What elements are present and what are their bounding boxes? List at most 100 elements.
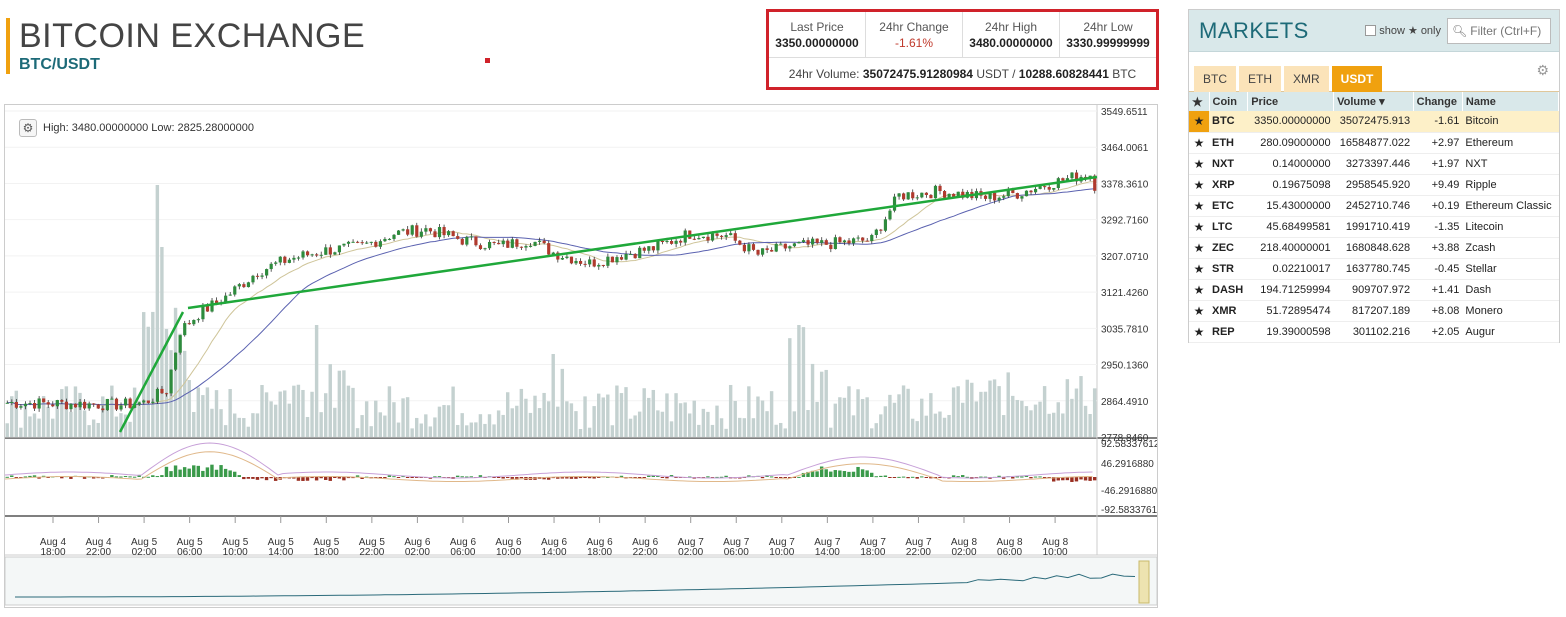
navigator-handle (1138, 560, 1150, 604)
volume-bar (647, 397, 651, 437)
market-row-zec[interactable]: ★ ZEC 218.40000001 1680848.628 +3.88 Zcash (1189, 237, 1559, 259)
time-tick-date: Aug 6 (632, 537, 659, 548)
chart-settings-gear-icon[interactable]: ⚙ (19, 119, 37, 137)
candle-body (32, 403, 37, 409)
macd-histogram-bar (187, 468, 191, 477)
volume-bar (556, 406, 560, 437)
col-name[interactable]: Name (1462, 92, 1560, 111)
volume-bar (756, 396, 760, 437)
candle-body (1043, 186, 1047, 188)
candle-body (606, 256, 610, 266)
macd-histogram-bar (560, 477, 565, 479)
price-cell: 194.71259994 (1247, 279, 1334, 301)
col-volume[interactable]: Volume ▾ (1333, 92, 1414, 111)
favorite-star-icon[interactable]: ★ (1189, 258, 1209, 280)
tab-usdt[interactable]: USDT (1331, 66, 1383, 92)
volume-bar (501, 414, 505, 437)
market-row-dash[interactable]: ★ DASH 194.71259994 909707.972 +1.41 Dash (1189, 279, 1559, 301)
candle-body (988, 192, 992, 199)
macd-signal-line (5, 451, 1093, 482)
volume-bar (178, 333, 182, 437)
macd-histogram-bar (569, 477, 574, 479)
market-row-str[interactable]: ★ STR 0.02210017 1637780.745 -0.45 Stellar (1189, 258, 1559, 280)
volume-cell: 909707.972 (1333, 279, 1414, 301)
candle-body (305, 251, 310, 256)
candle-body (46, 402, 50, 405)
favorite-star-icon[interactable]: ★ (1189, 174, 1209, 196)
volume-bar (314, 325, 319, 437)
candle-body (73, 403, 78, 408)
filter-input[interactable] (1470, 23, 1551, 38)
volume-bar (60, 389, 64, 437)
market-row-xrp[interactable]: ★ XRP 0.19675098 2958545.920 +9.49 Ripple (1189, 174, 1559, 196)
macd-histogram-bar (1020, 476, 1024, 478)
market-row-rep[interactable]: ★ REP 19.39000598 301102.216 +2.05 Augur (1189, 321, 1559, 343)
favorite-star-icon[interactable]: ★ (1189, 279, 1209, 301)
macd-histogram-bar (883, 475, 888, 477)
volume-bar (851, 415, 856, 437)
favorite-star-icon[interactable]: ★ (1189, 132, 1209, 154)
favorite-star-icon[interactable]: ★ (1189, 216, 1209, 238)
macd-histogram-bar (706, 476, 710, 478)
tab-xmr[interactable]: XMR (1284, 66, 1329, 92)
macd-histogram-bar (264, 477, 269, 481)
col-price[interactable]: Price (1247, 92, 1335, 111)
candle-body (460, 238, 464, 245)
macd-histogram-bar (255, 477, 260, 480)
macd-histogram-bar (892, 477, 897, 478)
show-starred-toggle[interactable]: show ★ only (1365, 24, 1441, 37)
volume-bar (665, 393, 669, 437)
volume-bar (728, 384, 733, 437)
macd-histogram-bar (146, 476, 150, 478)
time-tick-date: Aug 7 (723, 537, 750, 548)
market-row-btc[interactable]: ★ BTC 3350.00000000 35072475.913 -1.61 Bitcoi… (1189, 111, 1559, 133)
market-row-nxt[interactable]: ★ NXT 0.14000000 3273397.446 +1.97 NXT (1189, 153, 1559, 175)
favorite-star-icon[interactable]: ★ (1189, 321, 1209, 343)
macd-histogram-bar (938, 477, 942, 478)
macd-histogram-bar (160, 475, 164, 477)
markets-settings-gear-icon[interactable]: ⚙ (1536, 62, 1549, 78)
candle-body (861, 237, 865, 241)
col-coin[interactable]: Coin (1209, 92, 1249, 111)
candle-body (692, 238, 696, 240)
volume-bar (51, 418, 55, 437)
macd-histogram-bar (351, 477, 355, 479)
time-tick-date: Aug 5 (222, 537, 249, 548)
tab-btc[interactable]: BTC (1194, 66, 1236, 92)
favorite-star-icon[interactable]: ★ (1189, 153, 1209, 175)
tab-eth[interactable]: ETH (1239, 66, 1281, 92)
volume-bar (797, 325, 801, 437)
market-row-ltc[interactable]: ★ LTC 45.68499581 1991710.419 -1.35 Litecoin (1189, 216, 1559, 238)
favorite-star-icon[interactable]: ★ (1189, 195, 1209, 217)
star-column-header-icon[interactable]: ★ (1189, 92, 1210, 111)
volume-bar (446, 405, 451, 437)
candle-body (319, 254, 323, 256)
market-row-eth[interactable]: ★ ETH 280.09000000 16584877.022 +2.97 Ethereu… (1189, 132, 1559, 154)
volume-bar (929, 393, 933, 437)
time-tick-time: 06:00 (177, 547, 202, 558)
market-row-etc[interactable]: ★ ETC 15.43000000 2452710.746 +0.19 Ethereum … (1189, 195, 1559, 217)
col-change[interactable]: Change (1413, 92, 1463, 111)
high-cell: 24hr High 3480.00000000 (963, 12, 1060, 57)
price-chart[interactable]: 3549.6511 3464.0061 3378.3610 3292.7160 3207… (4, 104, 1158, 608)
volume-bar (706, 411, 710, 437)
volume-bar (883, 406, 888, 437)
show-starred-checkbox[interactable] (1365, 25, 1377, 36)
volume-bar (319, 412, 323, 437)
candle-body (492, 241, 496, 243)
market-row-xmr[interactable]: ★ XMR 51.72895474 817207.189 +8.08 Monero (1189, 300, 1559, 322)
macd-histogram-bar (492, 477, 496, 478)
volume-bar (951, 387, 956, 437)
filter-box[interactable]: 🔍︎ (1447, 17, 1551, 44)
favorite-star-icon[interactable]: ★ (1189, 237, 1209, 259)
candle-body (169, 369, 173, 394)
candle-body (551, 252, 555, 255)
favorite-star-icon[interactable]: ★ (1189, 300, 1209, 322)
macd-histogram-bar (1011, 477, 1015, 479)
candle-body (642, 247, 646, 251)
volume-bar (806, 410, 810, 437)
chart-canvas[interactable]: 3549.6511 3464.0061 3378.3610 3292.7160 3207… (5, 105, 1157, 607)
price-tick-label: 3292.7160 (1101, 216, 1149, 227)
volume-cell: 301102.216 (1333, 321, 1414, 343)
favorite-star-icon[interactable]: ★ (1189, 111, 1209, 133)
